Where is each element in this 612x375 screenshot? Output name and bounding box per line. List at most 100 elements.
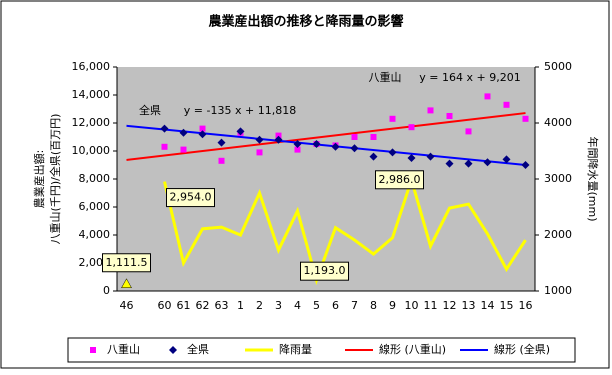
x-tick-label: 61 xyxy=(177,299,191,312)
point xyxy=(465,128,472,135)
trendline xyxy=(126,124,526,166)
x-tick-label: 16 xyxy=(519,299,533,312)
legend-marker xyxy=(169,346,177,354)
point xyxy=(369,152,378,161)
y-tick-label: 10,000 xyxy=(72,144,111,157)
point xyxy=(502,155,511,164)
point xyxy=(407,154,416,162)
trend-equation: y = 164 x + 9,201 xyxy=(419,71,520,84)
legend xyxy=(67,337,576,363)
point xyxy=(427,107,434,114)
trend-label: 八重山 xyxy=(369,70,402,84)
point xyxy=(331,142,340,151)
point xyxy=(160,124,169,133)
y-tick-label: 12,000 xyxy=(72,116,111,129)
y2-axis-label: 年間降水量(mm) xyxy=(586,136,600,221)
y2-tick-label: 1000 xyxy=(544,284,572,297)
point xyxy=(275,132,282,139)
y2-tick-label: 5000 xyxy=(544,60,572,73)
point xyxy=(484,93,491,100)
point xyxy=(389,115,396,122)
x-tick-label: 62 xyxy=(196,299,210,312)
x-tick-label: 6 xyxy=(332,299,339,312)
x-tick-label: 13 xyxy=(462,299,476,312)
y-tick-label: 16,000 xyxy=(72,60,111,73)
x-tick-label: 60 xyxy=(158,299,172,312)
data-label-box xyxy=(166,188,215,208)
point xyxy=(199,125,206,132)
y-tick-label: 6,000 xyxy=(79,200,111,213)
trend-equation: y = -135 x + 11,818 xyxy=(184,104,296,117)
y-tick-label: 8,000 xyxy=(79,172,111,185)
point xyxy=(294,146,301,153)
point xyxy=(446,113,453,119)
y2-tick-label: 2000 xyxy=(544,228,572,241)
point xyxy=(236,127,245,136)
point xyxy=(256,149,263,156)
trend-label: 全県 xyxy=(139,103,161,117)
x-tick-label: 1 xyxy=(237,299,244,312)
y-axis-label: 八重山(千円)/全県(百万円) xyxy=(48,114,62,245)
point xyxy=(293,140,302,148)
x-tick-label: 46 xyxy=(120,299,134,312)
x-tick-label: 10 xyxy=(405,299,419,312)
x-tick-label: 14 xyxy=(481,299,495,312)
point xyxy=(217,138,226,147)
y-tick-label: 0 xyxy=(103,284,110,297)
x-tick-label: 11 xyxy=(424,299,438,312)
data-label: 2,986.0 xyxy=(379,173,421,186)
x-tick-label: 63 xyxy=(215,299,229,312)
chart-title: 農業産出額の推移と降雨量の影響 xyxy=(208,14,403,30)
data-label-box xyxy=(375,170,424,190)
point xyxy=(180,146,187,153)
legend-marker xyxy=(90,347,96,353)
y-tick-label: 4,000 xyxy=(79,228,111,241)
x-tick-label: 15 xyxy=(500,299,514,312)
legend-label: 降雨量 xyxy=(279,342,312,356)
point xyxy=(503,101,510,108)
line xyxy=(163,174,527,286)
x-tick-label: 5 xyxy=(313,299,320,312)
x-tick-label: 8 xyxy=(370,299,377,312)
point xyxy=(255,135,264,144)
point xyxy=(464,159,473,168)
point xyxy=(522,115,529,122)
data-label: 2,954.0 xyxy=(170,191,212,204)
x-tick-label: 12 xyxy=(443,299,457,312)
point xyxy=(483,158,492,167)
point xyxy=(218,157,225,164)
x-tick-label: 3 xyxy=(275,299,282,312)
data-label: 1,111.5 xyxy=(106,256,148,269)
point xyxy=(351,134,358,140)
point xyxy=(312,140,321,148)
data-label-box xyxy=(102,253,151,273)
legend-label: 八重山 xyxy=(107,342,140,356)
point xyxy=(408,124,415,131)
x-tick-label: 7 xyxy=(351,299,358,312)
point xyxy=(521,161,530,169)
y2-tick-label: 3000 xyxy=(544,172,572,185)
point xyxy=(161,143,168,150)
point xyxy=(388,148,397,157)
x-tick-label: 4 xyxy=(294,299,301,312)
point xyxy=(179,128,188,137)
point xyxy=(198,130,207,139)
point xyxy=(121,278,132,289)
point xyxy=(370,134,377,140)
y2-tick-label: 4000 xyxy=(544,116,572,129)
data-label: 1,193.0 xyxy=(304,264,346,277)
x-tick-label: 2 xyxy=(256,299,263,312)
y-tick-label: 14,000 xyxy=(72,88,111,101)
legend-label: 線形 (八重山) xyxy=(379,342,446,356)
legend-label: 全県 xyxy=(187,342,209,356)
trendline xyxy=(126,112,526,161)
point xyxy=(350,144,359,153)
point xyxy=(445,159,454,168)
point xyxy=(426,152,435,161)
y-axis-label: 農業産出額: xyxy=(32,150,46,209)
data-label-box xyxy=(300,261,349,281)
point xyxy=(274,135,283,144)
legend-label: 線形 (全県) xyxy=(494,342,550,356)
x-tick-label: 9 xyxy=(389,299,396,312)
